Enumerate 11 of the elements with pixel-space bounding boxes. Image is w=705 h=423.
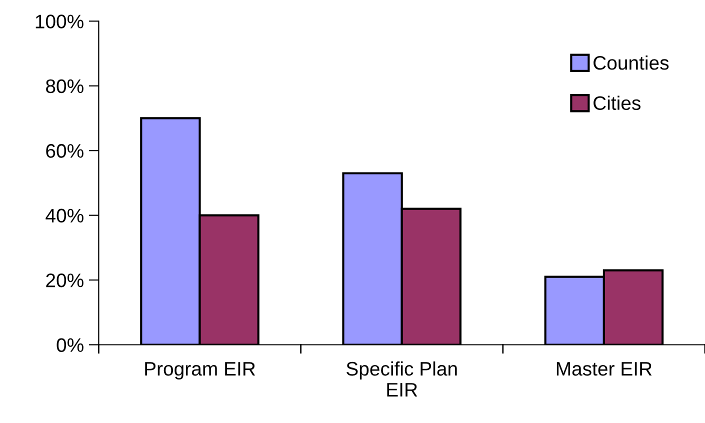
- y-tick-label: 100%: [36, 14, 84, 28]
- y-tick-label: 20%: [46, 273, 84, 288]
- x-tick-label: Program EIR: [145, 362, 256, 380]
- y-tick-label: 40%: [46, 208, 84, 223]
- x-tick-label: Specific Plan EIR: [346, 361, 457, 396]
- y-tick-label: 0%: [56, 338, 84, 352]
- y-tick-label: 80%: [46, 79, 84, 94]
- x-tick-label: Master EIR: [556, 362, 652, 376]
- legend-label: Cities: [594, 96, 640, 110]
- y-tick-label: 60%: [46, 144, 84, 158]
- legend-label: Counties: [594, 56, 669, 70]
